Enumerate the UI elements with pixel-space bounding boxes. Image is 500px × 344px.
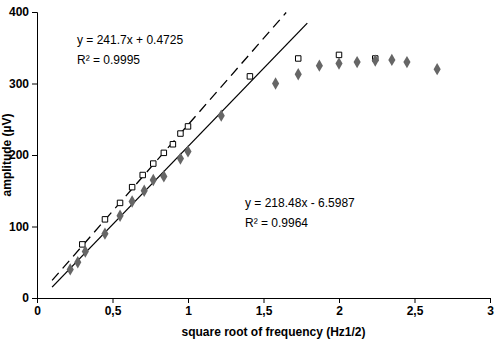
x-tick-label: 0 (34, 304, 41, 318)
x-tick-label: 1,5 (256, 304, 273, 318)
point (218, 110, 225, 122)
x-tick: 2 (336, 298, 343, 318)
point (82, 245, 89, 257)
point (272, 77, 279, 89)
x-tick-label: 3 (487, 304, 494, 318)
y-tick: 0 (22, 291, 37, 305)
point (372, 54, 379, 66)
plot: 00,511,522,530100200300400y = 241.7x + 0… (9, 5, 494, 317)
point (161, 150, 166, 155)
point (74, 256, 81, 268)
point (67, 263, 74, 275)
y-tick-label: 100 (9, 220, 29, 234)
point (185, 124, 190, 129)
x-tick-mark (113, 298, 114, 303)
x-axis-line (38, 299, 491, 304)
y-tick-mark (32, 155, 37, 156)
annotation: y = 218.48x - 6.5987 (245, 196, 355, 210)
annotation: R² = 0.9995 (77, 53, 140, 67)
point (336, 52, 341, 57)
point (117, 200, 122, 205)
point (80, 242, 85, 247)
point (151, 161, 156, 166)
point (354, 56, 361, 68)
y-tick-label: 400 (9, 5, 29, 19)
y-tick: 300 (9, 77, 37, 91)
x-tick-mark (339, 298, 340, 303)
point (388, 54, 395, 66)
y-tick-mark (32, 298, 37, 299)
x-tick-label: 1 (185, 304, 192, 318)
point (295, 56, 300, 61)
x-tick-label: 2 (336, 304, 343, 318)
x-tick-label: 2,5 (407, 304, 424, 318)
point (335, 57, 342, 69)
x-tick: 2,5 (407, 298, 424, 318)
marks (52, 13, 441, 288)
point (129, 184, 134, 189)
x-tick-mark (490, 298, 491, 303)
fit-line (52, 13, 286, 281)
point (434, 63, 441, 75)
point (150, 174, 157, 186)
y-tick-label: 300 (9, 77, 29, 91)
annotation: R² = 0.9964 (245, 216, 308, 230)
x-tick: 1 (185, 298, 192, 318)
y-tick: 400 (9, 5, 37, 19)
point (247, 74, 252, 79)
annotation: y = 241.7x + 0.4725 (77, 33, 183, 47)
y-tick-label: 0 (22, 291, 29, 305)
x-tick: 0 (34, 298, 41, 318)
x-axis: 0 0,5 1 1,5 2 2,5 3 (34, 298, 494, 318)
y-tick-mark (32, 12, 37, 13)
point (184, 145, 191, 157)
point (129, 195, 136, 207)
y-tick-mark (32, 227, 37, 228)
chart: 00,511,522,530100200300400y = 241.7x + 0… (0, 0, 500, 344)
point (178, 131, 183, 136)
point (102, 217, 107, 222)
point (403, 56, 410, 68)
x-tick: 3 (487, 298, 494, 318)
point (160, 170, 167, 182)
x-tick: 0,5 (105, 298, 122, 318)
x-tick-mark (415, 298, 416, 303)
point (295, 68, 302, 80)
point (116, 210, 123, 222)
x-tick-mark (188, 298, 189, 303)
y-tick-mark (32, 84, 37, 85)
fit-line (52, 23, 307, 287)
y-axis-title: amplitude (µV) (0, 114, 14, 197)
x-tick-mark (264, 298, 265, 303)
point (316, 59, 323, 71)
point (177, 152, 184, 164)
point (101, 227, 108, 239)
y-axis-line (32, 13, 38, 299)
x-tick: 1,5 (256, 298, 273, 318)
point (140, 172, 145, 177)
y-tick: 100 (9, 220, 37, 234)
x-tick-label: 0,5 (105, 304, 122, 318)
x-axis-title: square root of frequency (Hz1/2) (181, 325, 365, 339)
point (170, 142, 175, 147)
point (141, 185, 148, 197)
